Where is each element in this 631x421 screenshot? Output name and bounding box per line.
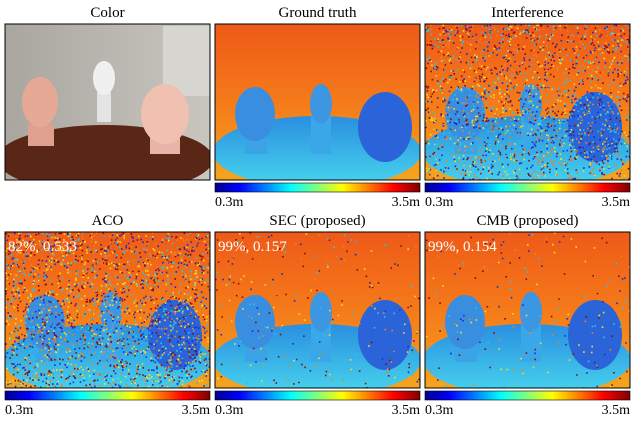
colorbar-max: 3.5m <box>182 403 211 418</box>
panel-title: Interference <box>491 5 564 21</box>
head <box>22 77 58 127</box>
head <box>445 295 485 349</box>
head <box>310 292 332 332</box>
panel-title: Color <box>90 5 124 21</box>
colorbar-max: 3.5m <box>602 195 631 210</box>
head <box>93 61 115 95</box>
stand <box>28 124 54 146</box>
colorbar <box>425 183 630 192</box>
panel-image <box>423 24 631 188</box>
panel: CMB (proposed) 99%, 0.154 0.3m 3.5m <box>423 213 631 418</box>
panel-title: CMB (proposed) <box>476 213 578 229</box>
panel-title: ACO <box>92 213 124 229</box>
colorbar <box>5 391 210 400</box>
overlay-metric: 99%, 0.157 <box>218 239 287 255</box>
head <box>235 87 275 141</box>
colorbar <box>215 183 420 192</box>
panel: Interference 0.3m 3.5m <box>423 5 631 210</box>
colorbar-min: 0.3m <box>425 403 454 418</box>
panel-image <box>423 232 631 396</box>
panel-image <box>213 232 421 396</box>
head <box>520 292 542 332</box>
figure: Color Ground truth 0.3m 3.5m Interference 0.3… <box>0 0 631 421</box>
panel-image <box>3 232 212 396</box>
panel: Color <box>0 5 213 193</box>
colorbar-min: 0.3m <box>215 195 244 210</box>
colorbar-min: 0.3m <box>5 403 34 418</box>
colorbar-min: 0.3m <box>425 195 454 210</box>
panel: Ground truth 0.3m 3.5m <box>213 5 421 210</box>
colorbar <box>425 391 630 400</box>
head <box>310 84 332 124</box>
colorbar-max: 3.5m <box>602 403 631 418</box>
panel-image <box>213 24 421 188</box>
head <box>568 300 622 370</box>
colorbar-max: 3.5m <box>392 195 421 210</box>
panel-title: SEC (proposed) <box>269 213 365 229</box>
colorbar-min: 0.3m <box>215 403 244 418</box>
panel: ACO 82%, 0.533 0.3m 3.5m <box>3 213 212 418</box>
head <box>358 92 412 162</box>
overlay-metric: 82%, 0.533 <box>8 239 77 255</box>
stand <box>97 92 111 122</box>
panel-title: Ground truth <box>279 5 357 21</box>
colorbar <box>215 391 420 400</box>
head <box>141 84 189 144</box>
overlay-metric: 99%, 0.154 <box>428 239 497 255</box>
panel-image <box>0 24 213 193</box>
panel: SEC (proposed) 99%, 0.157 0.3m 3.5m <box>213 213 421 418</box>
colorbar-max: 3.5m <box>392 403 421 418</box>
